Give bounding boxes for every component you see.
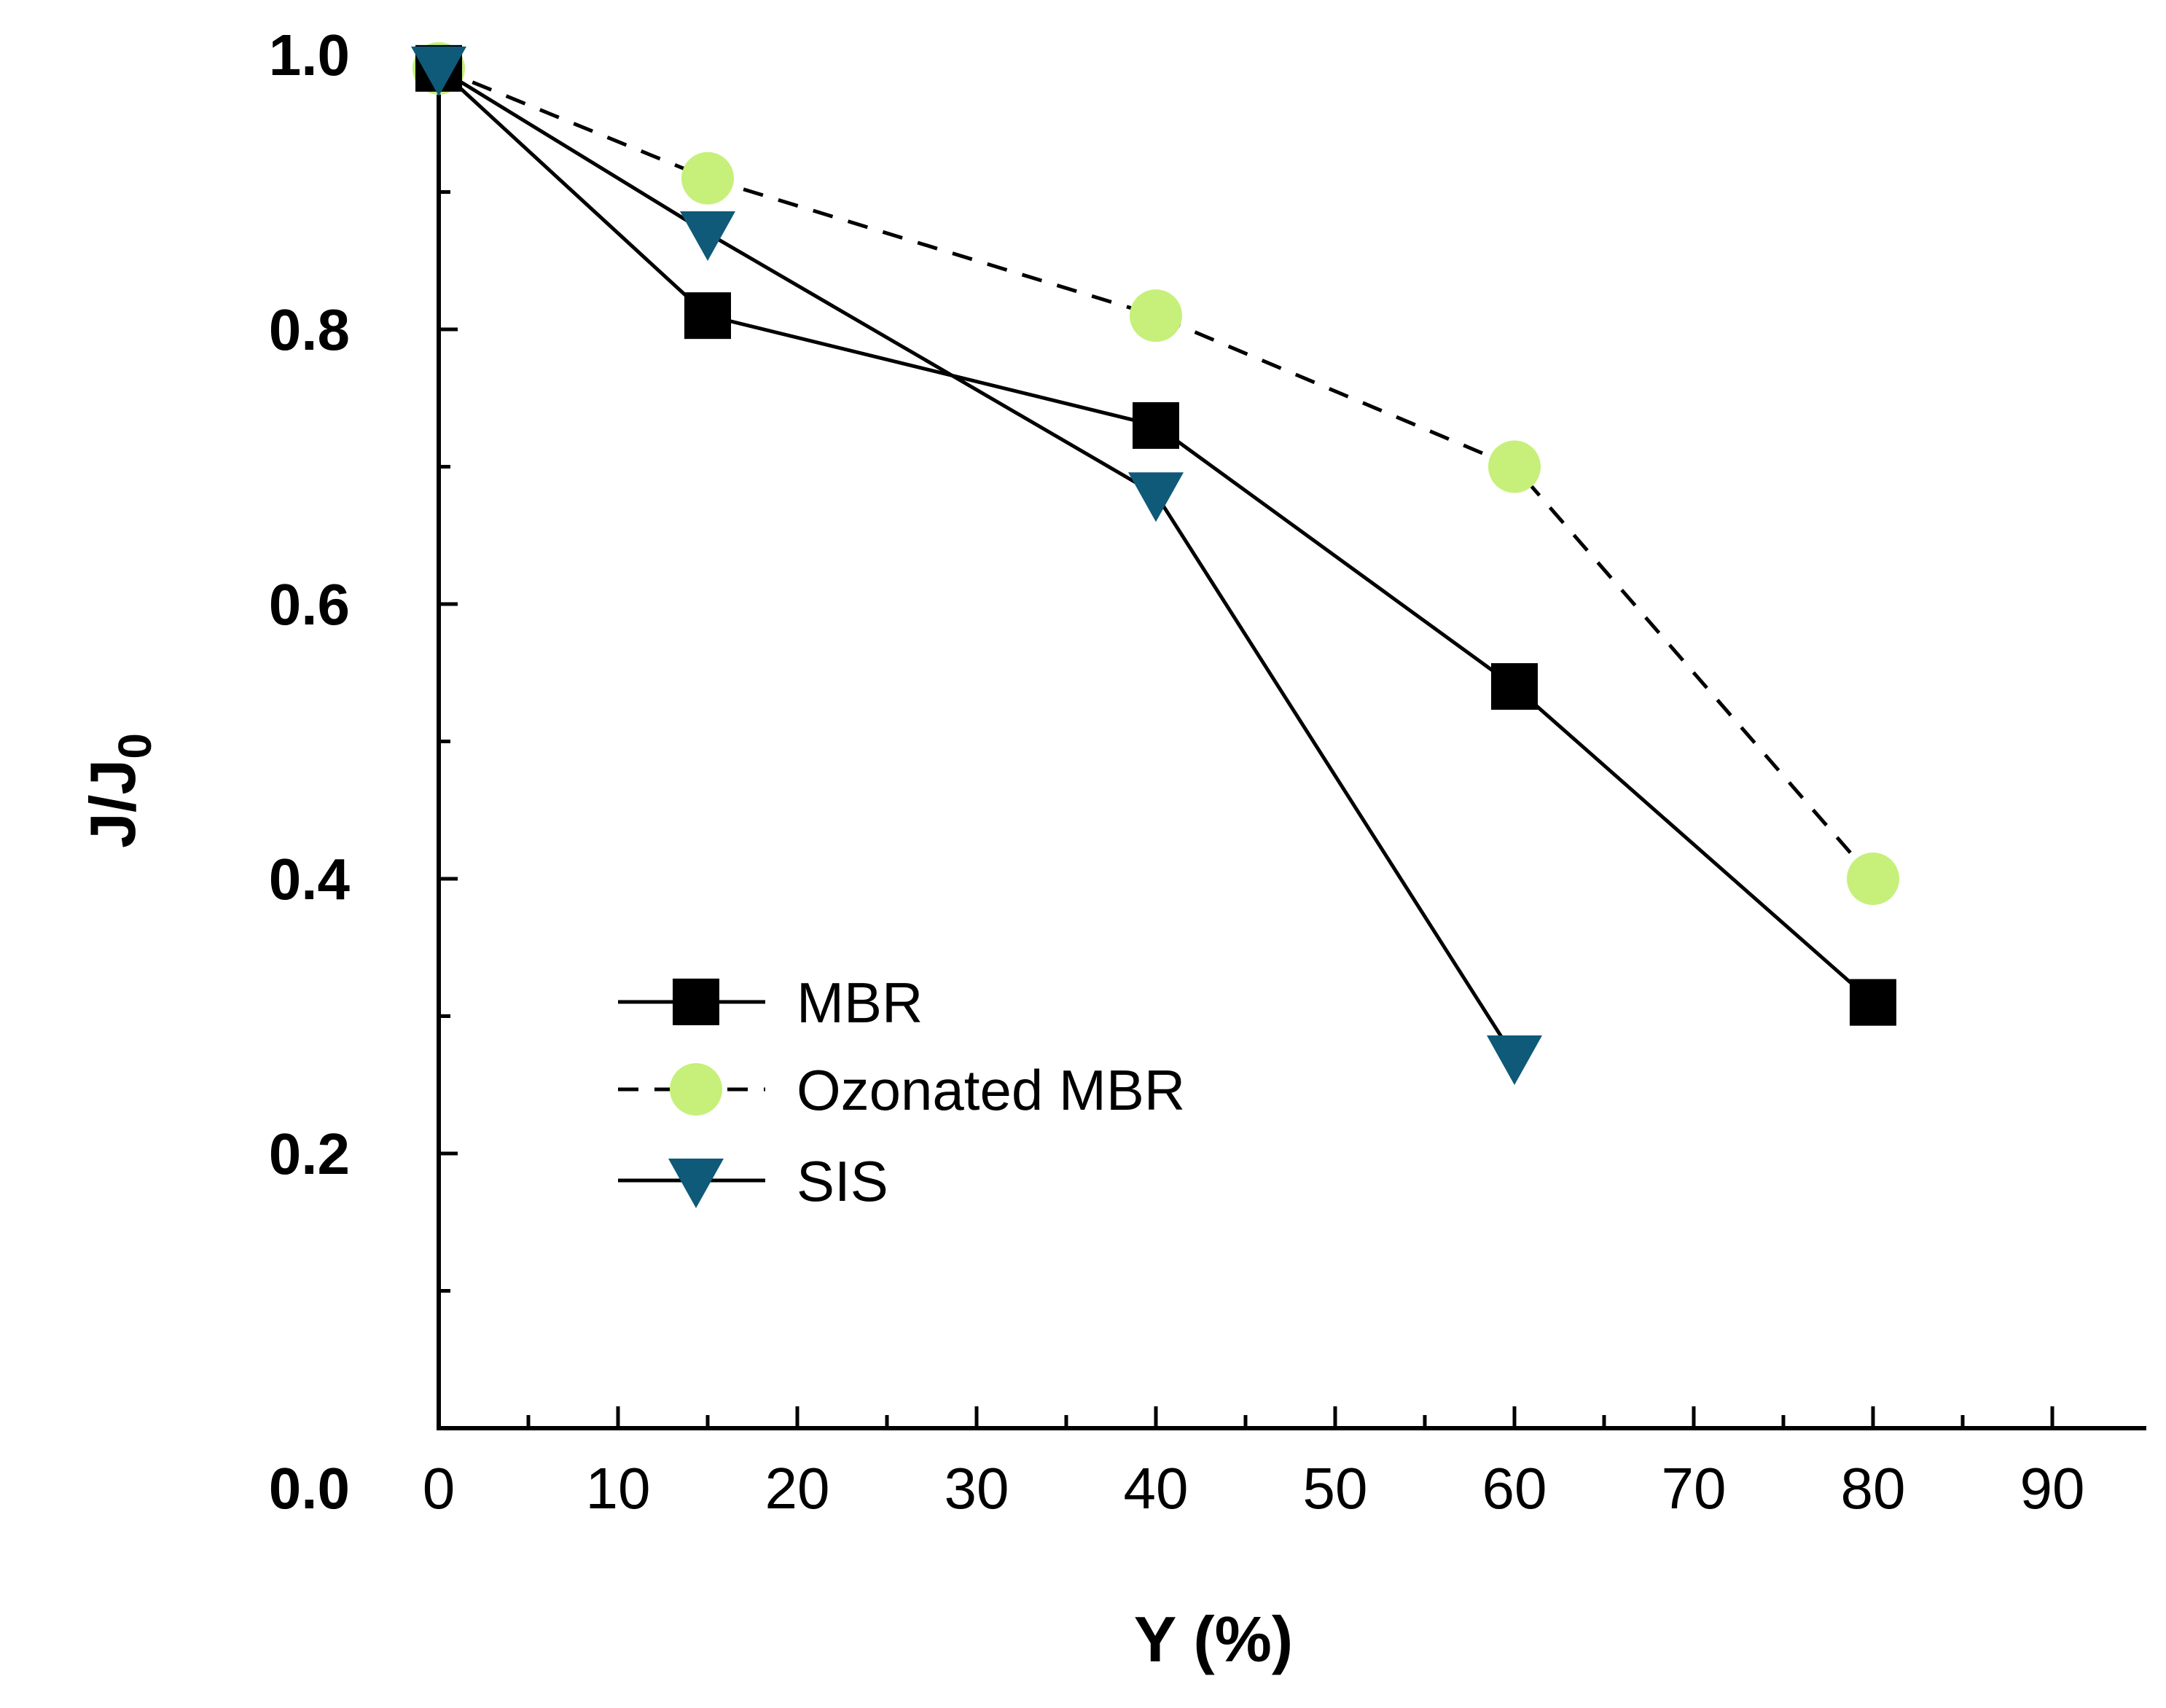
legend-item-ozonated-mbr: Ozonated MBR — [618, 1058, 1185, 1122]
x-axis-title: Y (%) — [1134, 1603, 1293, 1675]
x-tick-label: 80 — [1841, 1456, 1906, 1521]
data-point-mbr — [1850, 979, 1896, 1026]
y-tick-label: 0.8 — [269, 297, 350, 362]
series-layer — [411, 42, 1899, 1086]
y-tick-label: 0.0 — [269, 1456, 350, 1521]
legend-label-sis: SIS — [797, 1149, 888, 1213]
y-tick-label: 0.6 — [269, 572, 350, 637]
axes — [437, 47, 2146, 1430]
data-point-sis — [411, 46, 466, 96]
series-line-sis — [437, 66, 1517, 1059]
legend-item-mbr: MBR — [618, 971, 923, 1035]
x-tick-label: 50 — [1303, 1456, 1368, 1521]
x-tick-label: 90 — [2020, 1456, 2085, 1521]
series-line-ozonated-mbr — [438, 66, 1874, 880]
x-tick-label: 60 — [1482, 1456, 1547, 1521]
y-axis-ticks: 0.0 0.2 0.4 0.6 0.8 1.0 — [269, 23, 458, 1521]
series-sis — [411, 46, 1542, 1086]
x-tick-label: 10 — [586, 1456, 651, 1521]
data-point-ozonated-mbr — [1847, 853, 1899, 905]
data-point-sis — [1128, 472, 1184, 522]
data-point-mbr — [1491, 663, 1538, 710]
x-tick-label: 30 — [945, 1456, 1009, 1521]
y-tick-label: 0.4 — [269, 847, 351, 912]
data-point-ozonated-mbr — [681, 152, 734, 205]
x-tick-label: 40 — [1124, 1456, 1189, 1521]
data-point-mbr — [684, 292, 731, 340]
data-point-sis — [1487, 1035, 1542, 1086]
series-line-mbr — [437, 67, 1874, 1004]
x-tick-label: 0 — [423, 1456, 456, 1521]
legend-label-mbr: MBR — [797, 971, 923, 1035]
legend-marker-sis — [668, 1159, 724, 1208]
y-axis-title: J/J0 — [77, 733, 161, 848]
y-axis-title-subscript: 0 — [109, 733, 161, 759]
data-point-ozonated-mbr — [1130, 289, 1182, 342]
x-axis-ticks: 0 10 20 30 40 50 60 70 80 90 — [423, 1406, 2085, 1521]
y-tick-label: 0.2 — [269, 1121, 350, 1186]
y-axis-title-main: J/J — [77, 759, 149, 848]
data-point-sis — [680, 211, 735, 262]
legend-marker-ozonated-mbr — [670, 1063, 722, 1116]
legend-marker-mbr — [673, 979, 719, 1025]
data-point-mbr — [1133, 401, 1179, 449]
x-tick-label: 70 — [1662, 1456, 1727, 1521]
data-point-ozonated-mbr — [1488, 440, 1541, 493]
legend: MBR Ozonated MBR SIS — [618, 971, 1185, 1213]
y-tick-label: 1.0 — [269, 23, 350, 87]
x-tick-label: 20 — [765, 1456, 830, 1521]
legend-label-ozonated-mbr: Ozonated MBR — [797, 1058, 1185, 1122]
legend-item-sis: SIS — [618, 1149, 888, 1213]
